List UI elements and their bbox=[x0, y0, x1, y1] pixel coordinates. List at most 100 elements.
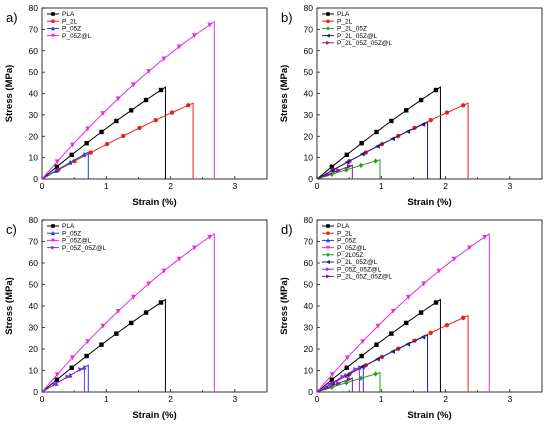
marker-square bbox=[69, 152, 74, 158]
marker-square bbox=[326, 224, 330, 228]
marker-triangle-down bbox=[131, 294, 136, 300]
marker-square bbox=[374, 342, 379, 347]
marker-square bbox=[329, 377, 335, 382]
series-P_05Z bbox=[41, 151, 89, 180]
series-line bbox=[316, 102, 469, 180]
x-tick-label: 0 bbox=[40, 181, 45, 191]
series-P_2L bbox=[316, 314, 469, 393]
panel-label: d) bbox=[281, 222, 293, 237]
x-tick-label: 1 bbox=[379, 394, 384, 404]
marker-square bbox=[99, 342, 104, 347]
x-axis-title: Strain (%) bbox=[132, 410, 176, 421]
legend-entry: P_05Z_05Z@L bbox=[337, 266, 382, 273]
marker-triangle-down bbox=[146, 69, 152, 74]
y-tick-label: 30 bbox=[29, 323, 39, 333]
marker-triangle-up bbox=[67, 159, 73, 165]
marker-diamond bbox=[373, 371, 378, 377]
y-tick-label: 30 bbox=[304, 110, 314, 120]
x-tick-label: 0 bbox=[315, 181, 320, 191]
marker-triangle-down bbox=[406, 294, 411, 300]
marker-square bbox=[129, 320, 134, 326]
marker-square bbox=[84, 141, 89, 146]
marker-triangle-down bbox=[360, 339, 366, 345]
panel-a: a) 0 10 20 30 40 50 60 70 80 0 1 2 3 Strain (%) Stress … bbox=[4, 3, 268, 208]
series-line bbox=[41, 366, 85, 393]
marker-square bbox=[51, 12, 55, 16]
marker-square bbox=[114, 331, 119, 336]
marker-triangle-left bbox=[405, 341, 411, 347]
marker-square bbox=[143, 97, 149, 103]
y-tick-label: 0 bbox=[308, 174, 313, 184]
series-P_2L_05Z_05Z@L bbox=[316, 376, 353, 393]
y-tick-label: 60 bbox=[304, 258, 314, 268]
marker-circle bbox=[153, 117, 158, 123]
y-tick-label: 50 bbox=[304, 280, 314, 290]
marker-square bbox=[54, 164, 60, 169]
series-line bbox=[316, 334, 429, 393]
marker-triangle-down bbox=[161, 56, 167, 62]
marker-triangle-left bbox=[329, 168, 335, 173]
marker-triangle-left bbox=[390, 349, 395, 354]
y-tick-label: 80 bbox=[304, 3, 314, 13]
y-tick-label: 20 bbox=[304, 131, 314, 141]
marker-circle bbox=[88, 150, 93, 155]
y-tick-label: 10 bbox=[29, 153, 39, 163]
x-tick-label: 3 bbox=[232, 394, 237, 404]
y-tick-label: 40 bbox=[304, 89, 314, 99]
marker-triangle-right bbox=[346, 163, 352, 169]
y-tick-label: 20 bbox=[29, 131, 39, 141]
marker-triangle-down bbox=[54, 372, 60, 378]
legend-entry: P_2L_05Z@L bbox=[337, 259, 378, 266]
panel-c: c) 0 10 20 30 40 50 60 70 80 0 1 2 3 Strain (%) Stress … bbox=[4, 215, 268, 421]
x-axis-title: Strain (%) bbox=[407, 410, 451, 421]
x-tick-label: 0 bbox=[40, 394, 45, 404]
marker-triangle-left bbox=[359, 151, 365, 157]
marker-triangle-down bbox=[70, 142, 75, 148]
series-PLA bbox=[41, 298, 166, 393]
marker-triangle-down bbox=[375, 323, 381, 329]
marker-circle bbox=[460, 103, 466, 108]
series-PLA bbox=[316, 298, 441, 393]
marker-triangle-up bbox=[51, 26, 55, 31]
y-tick-label: 70 bbox=[304, 237, 314, 247]
series-line bbox=[41, 102, 194, 180]
marker-circle bbox=[121, 133, 126, 139]
marker-circle bbox=[428, 330, 433, 336]
x-tick-label: 1 bbox=[379, 181, 384, 191]
marker-square bbox=[114, 118, 119, 124]
legend-entry: P_05Z@L bbox=[62, 238, 92, 245]
marker-triangle-down bbox=[54, 159, 60, 165]
y-tick-label: 60 bbox=[29, 46, 39, 56]
marker-triangle-down bbox=[176, 256, 182, 262]
marker-triangle-down bbox=[85, 126, 91, 132]
marker-triangle-down bbox=[451, 256, 457, 262]
marker-triangle-down bbox=[192, 33, 197, 39]
panel-label: c) bbox=[6, 222, 17, 237]
marker-triangle-left bbox=[359, 364, 365, 370]
marker-circle bbox=[326, 231, 330, 235]
marker-triangle-down bbox=[51, 33, 55, 38]
y-tick-label: 20 bbox=[29, 344, 39, 354]
marker-triangle-down bbox=[70, 355, 75, 361]
marker-circle bbox=[326, 19, 330, 24]
y-tick-label: 40 bbox=[304, 301, 314, 311]
marker-square bbox=[326, 12, 330, 16]
marker-square bbox=[329, 164, 335, 169]
y-tick-label: 30 bbox=[29, 110, 39, 120]
legend-entry: P_2L_05Z@L bbox=[337, 33, 378, 40]
marker-triangle-right bbox=[52, 381, 58, 387]
y-axis-title: Stress (MPa) bbox=[4, 277, 15, 335]
x-tick-label: 2 bbox=[168, 181, 173, 191]
marker-triangle-down bbox=[467, 245, 472, 251]
x-tick-label: 3 bbox=[232, 181, 237, 191]
x-tick-label: 3 bbox=[507, 181, 512, 191]
marker-triangle-up bbox=[51, 231, 55, 235]
marker-circle bbox=[104, 141, 110, 147]
marker-square bbox=[54, 377, 60, 382]
marker-triangle-left bbox=[390, 136, 395, 142]
marker-circle bbox=[428, 117, 433, 123]
marker-square bbox=[129, 108, 134, 113]
